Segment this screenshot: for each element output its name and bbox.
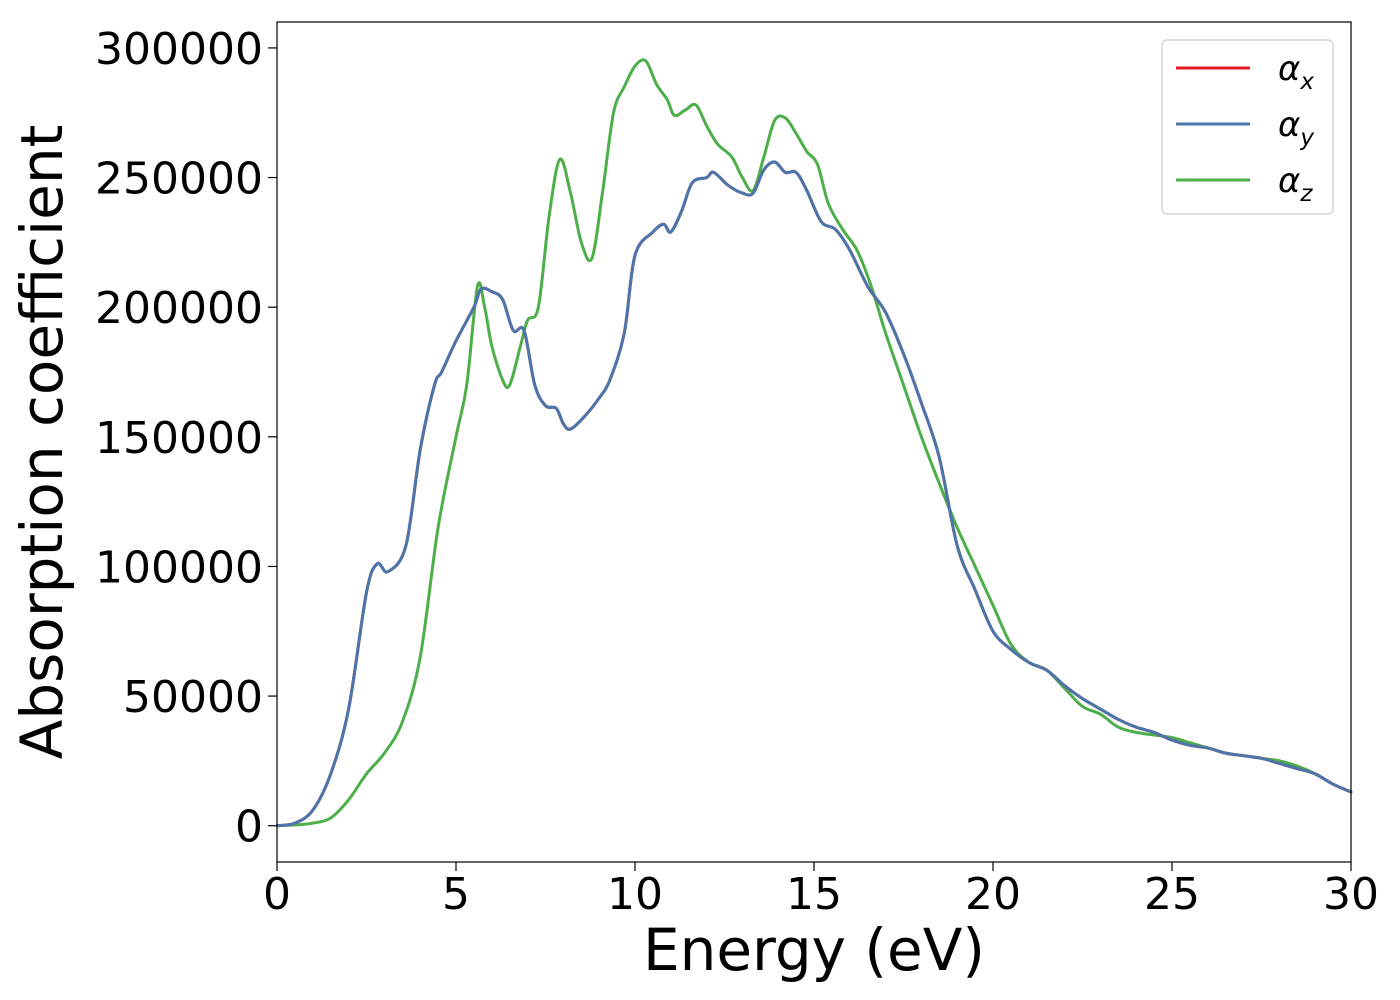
x-tick-label: 20 [965, 869, 1021, 920]
x-tick-label: 5 [442, 869, 470, 920]
x-axis-ticks: 0 5 10 15 20 25 30 [263, 862, 1379, 920]
series-line-x [275, 160, 1353, 828]
x-tick-label: 15 [786, 869, 842, 920]
legend-label: αz [1278, 161, 1313, 207]
legend-label-subscript: y [1299, 125, 1314, 151]
y-tick-label: 150000 [95, 413, 263, 464]
y-tick-label: 100000 [95, 542, 263, 593]
legend-item-y: αy [1176, 105, 1314, 151]
legend-item-z: αz [1176, 161, 1313, 207]
x-tick-label: 10 [607, 869, 663, 920]
legend-label: αy [1278, 105, 1314, 151]
y-tick-label: 0 [235, 802, 263, 853]
legend-label-base: α [1278, 49, 1300, 89]
x-axis-label: Energy (eV) [643, 916, 985, 984]
y-tick-label: 200000 [95, 283, 263, 334]
y-tick-label: 300000 [95, 24, 263, 75]
x-tick-label: 30 [1323, 869, 1379, 920]
y-tick-label: 50000 [123, 672, 263, 723]
series-lines [275, 58, 1353, 828]
plot-frame [276, 21, 1352, 863]
legend-label: αx [1278, 49, 1314, 95]
legend-label-base: α [1278, 105, 1300, 145]
y-axis-label: Absorption coefficient [8, 125, 76, 760]
series-line-y [275, 160, 1353, 828]
legend-label-subscript: x [1299, 69, 1314, 95]
legend-label-base: α [1278, 161, 1300, 201]
x-tick-label: 25 [1144, 869, 1200, 920]
series-line-z [275, 58, 1353, 828]
legend-frame [1161, 39, 1334, 215]
y-tick-label: 250000 [95, 154, 263, 205]
legend-item-x: αx [1176, 49, 1314, 95]
legend-label-subscript: z [1299, 181, 1313, 207]
x-tick-label: 0 [263, 869, 291, 920]
y-axis-ticks: 0 50000 100000 150000 200000 250000 300000 [95, 24, 277, 853]
